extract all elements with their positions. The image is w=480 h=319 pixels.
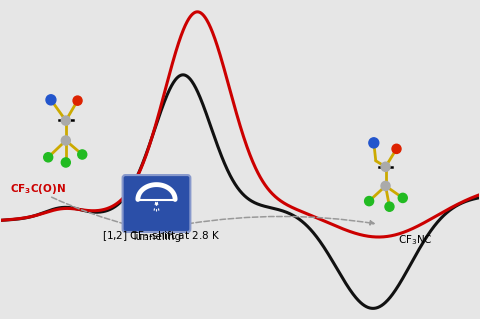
Circle shape xyxy=(46,95,56,105)
Circle shape xyxy=(369,138,379,148)
Text: $\mathregular{CF_3C(O)N}$: $\mathregular{CF_3C(O)N}$ xyxy=(10,182,66,196)
FancyBboxPatch shape xyxy=(122,175,191,232)
Circle shape xyxy=(381,182,390,190)
Circle shape xyxy=(61,136,70,145)
Circle shape xyxy=(61,116,70,125)
Circle shape xyxy=(73,96,82,105)
Text: $\mathregular{CF_3NC}$: $\mathregular{CF_3NC}$ xyxy=(398,234,433,248)
Circle shape xyxy=(385,202,394,211)
Circle shape xyxy=(78,150,87,159)
Circle shape xyxy=(61,158,70,167)
Circle shape xyxy=(392,144,401,153)
Text: [1,2] $\mathregular{CF_3}$-shift at 2.8 K: [1,2] $\mathregular{CF_3}$-shift at 2.8 … xyxy=(102,229,220,243)
Circle shape xyxy=(381,162,390,171)
Circle shape xyxy=(365,197,373,206)
Text: Tunneling: Tunneling xyxy=(132,232,181,242)
Circle shape xyxy=(398,193,407,203)
Circle shape xyxy=(44,153,53,162)
